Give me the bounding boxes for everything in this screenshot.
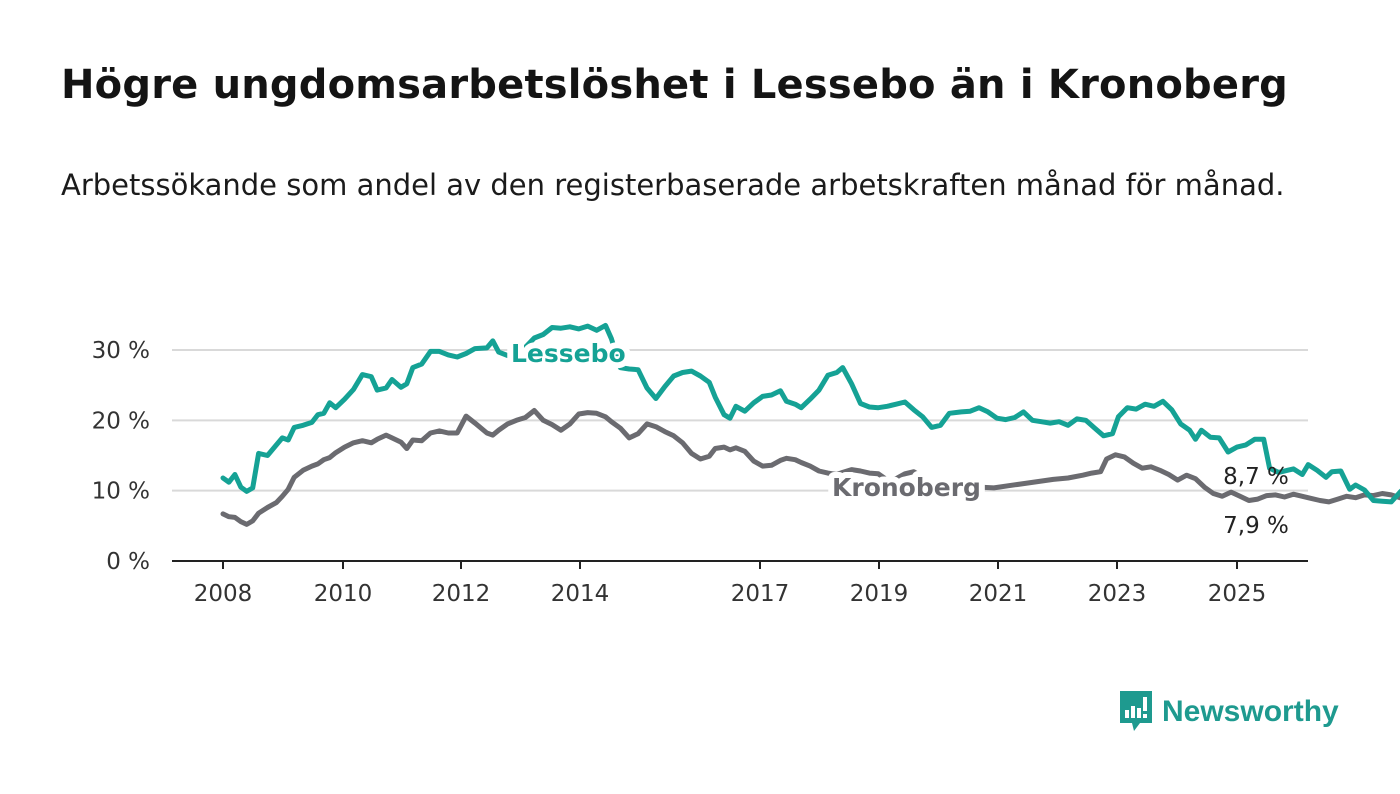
grid-lines — [172, 349, 1308, 562]
series-lines — [220, 322, 1400, 527]
series-line-kronoberg — [220, 408, 1400, 527]
y-tick-label: 10 % — [92, 479, 150, 505]
x-tick-label: 2012 — [432, 581, 491, 607]
y-tick-label: 20 % — [92, 408, 150, 434]
page-title: Högre ungdomsarbetslöshet i Lessebo än i… — [61, 62, 1288, 108]
bar-chart-speech-bubble-icon — [1120, 691, 1152, 731]
x-tick-label: 2008 — [194, 581, 253, 607]
x-tick-label: 2025 — [1208, 581, 1267, 607]
series-label-kronoberg-halo: Kronoberg — [832, 473, 981, 502]
newsworthy-logo[interactable]: Newsworthy — [1118, 688, 1339, 736]
y-tick-label: 0 % — [106, 549, 150, 575]
x-axis: 2008 2010 2012 2014 2017 2019 2021 2023 2025 — [194, 561, 1267, 607]
end-label-kronoberg: 7,9 % — [1223, 513, 1289, 539]
series-label-kronoberg: Kronoberg — [832, 473, 981, 502]
y-axis: 0 % 10 % 20 % 30 % — [92, 338, 150, 575]
brand-name: Newsworthy — [1162, 695, 1339, 728]
x-tick-label: 2019 — [850, 581, 909, 607]
end-label-lessebo: 8,7 % — [1223, 464, 1289, 490]
x-tick-label: 2014 — [551, 581, 610, 607]
series-label-lessebo: Lessebo — [511, 339, 626, 368]
x-tick-label: 2010 — [314, 581, 373, 607]
y-tick-label: 30 % — [92, 338, 150, 364]
page-subtitle: Arbetssökande som andel av den registerb… — [61, 168, 1285, 202]
x-tick-label: 2017 — [731, 581, 790, 607]
x-tick-label: 2021 — [969, 581, 1028, 607]
series-line-lessebo — [220, 322, 1400, 505]
x-tick-label: 2023 — [1088, 581, 1147, 607]
series-label-lessebo-halo: Lessebo — [511, 339, 626, 368]
